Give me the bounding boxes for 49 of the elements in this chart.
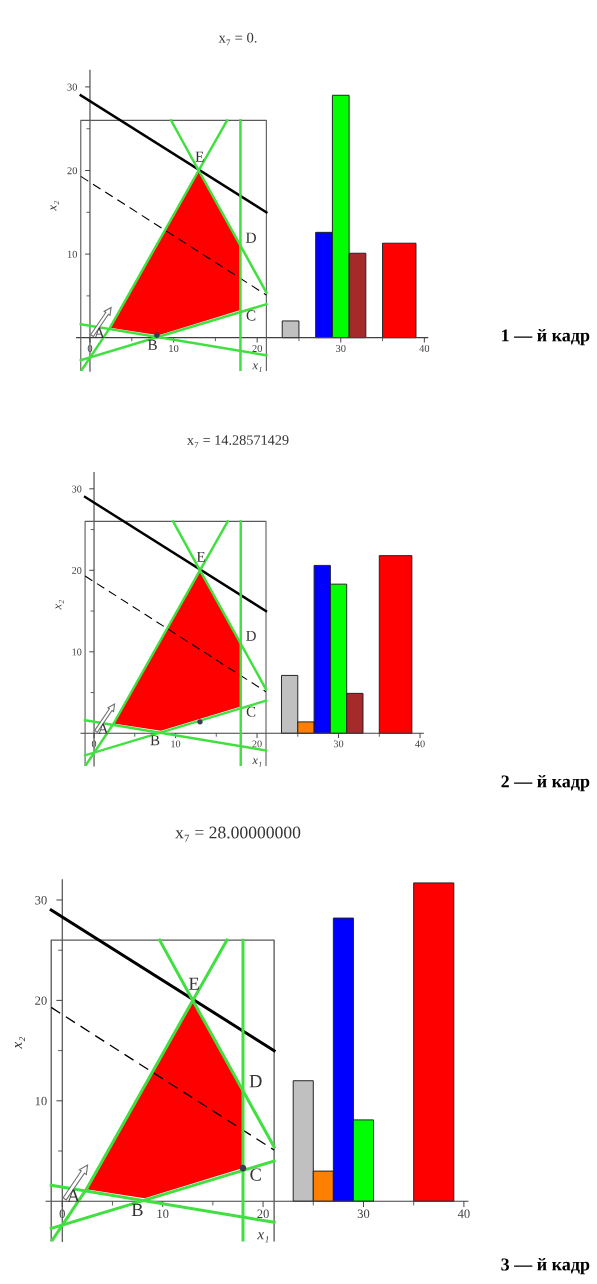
x-tick-label: 10 bbox=[169, 344, 179, 352]
x-tick-label: 20 bbox=[257, 1209, 269, 1219]
annotation: B bbox=[131, 1203, 143, 1216]
annotation: A bbox=[67, 1189, 81, 1202]
y-tick-label: 20 bbox=[35, 996, 47, 1005]
chart-title: x₇ = 28.00000000 bbox=[175, 826, 301, 842]
x-tick-label: 10 bbox=[157, 1209, 169, 1219]
x-axis-title: x₁ bbox=[252, 363, 262, 372]
annotation: C bbox=[246, 706, 256, 717]
x-tick-label: 40 bbox=[457, 1209, 470, 1219]
annotation: E bbox=[196, 551, 205, 562]
x-tick-label: 30 bbox=[333, 740, 344, 748]
y-tick-label: 10 bbox=[35, 1096, 47, 1106]
y-axis-title: x₂ bbox=[50, 200, 59, 211]
y-tick-label: 30 bbox=[67, 83, 78, 91]
text: 1 — й кадр bbox=[502, 328, 590, 346]
x-tick-label: 30 bbox=[336, 344, 346, 352]
y-axis-title: x₂ bbox=[14, 1036, 25, 1049]
text: 3 — й кадр bbox=[501, 1257, 590, 1275]
x-tick-label: 20 bbox=[252, 344, 262, 352]
annotation: B bbox=[147, 339, 157, 350]
y-tick-label: 20 bbox=[67, 167, 78, 175]
bar bbox=[281, 320, 300, 339]
annotation: D bbox=[246, 630, 256, 641]
annotation: D bbox=[249, 1075, 262, 1088]
annotation: E bbox=[195, 151, 204, 162]
y-axis-title: x₂ bbox=[55, 599, 64, 610]
y-tick-label: 30 bbox=[72, 485, 82, 493]
x-tick-label: 10 bbox=[171, 740, 181, 748]
x-tick-label: 40 bbox=[415, 740, 425, 748]
y-tick-label: 30 bbox=[35, 895, 47, 905]
annotation: E bbox=[188, 977, 199, 990]
x-tick-label: 20 bbox=[252, 740, 262, 748]
annotation: B bbox=[150, 735, 160, 746]
annotation: C bbox=[250, 1168, 261, 1181]
y-tick-label: 20 bbox=[72, 567, 82, 574]
y-tick-label: 10 bbox=[72, 648, 82, 656]
annotation: C bbox=[246, 310, 256, 321]
chart-title: x₇ = 14.28571429 bbox=[187, 435, 289, 448]
annotation: D bbox=[245, 232, 256, 243]
y-tick-label: 10 bbox=[67, 250, 78, 258]
annotation: A bbox=[94, 327, 105, 338]
x-tick-label: 40 bbox=[419, 344, 430, 352]
text: 2 — й кадр bbox=[501, 774, 590, 792]
x-tick-label: 30 bbox=[357, 1209, 370, 1219]
chart-title: x₇ = 0. bbox=[218, 32, 257, 46]
x-axis-title: x₁ bbox=[252, 758, 262, 767]
x-tick-label: 0 bbox=[91, 740, 97, 748]
x-axis-title: x₁ bbox=[257, 1232, 269, 1243]
